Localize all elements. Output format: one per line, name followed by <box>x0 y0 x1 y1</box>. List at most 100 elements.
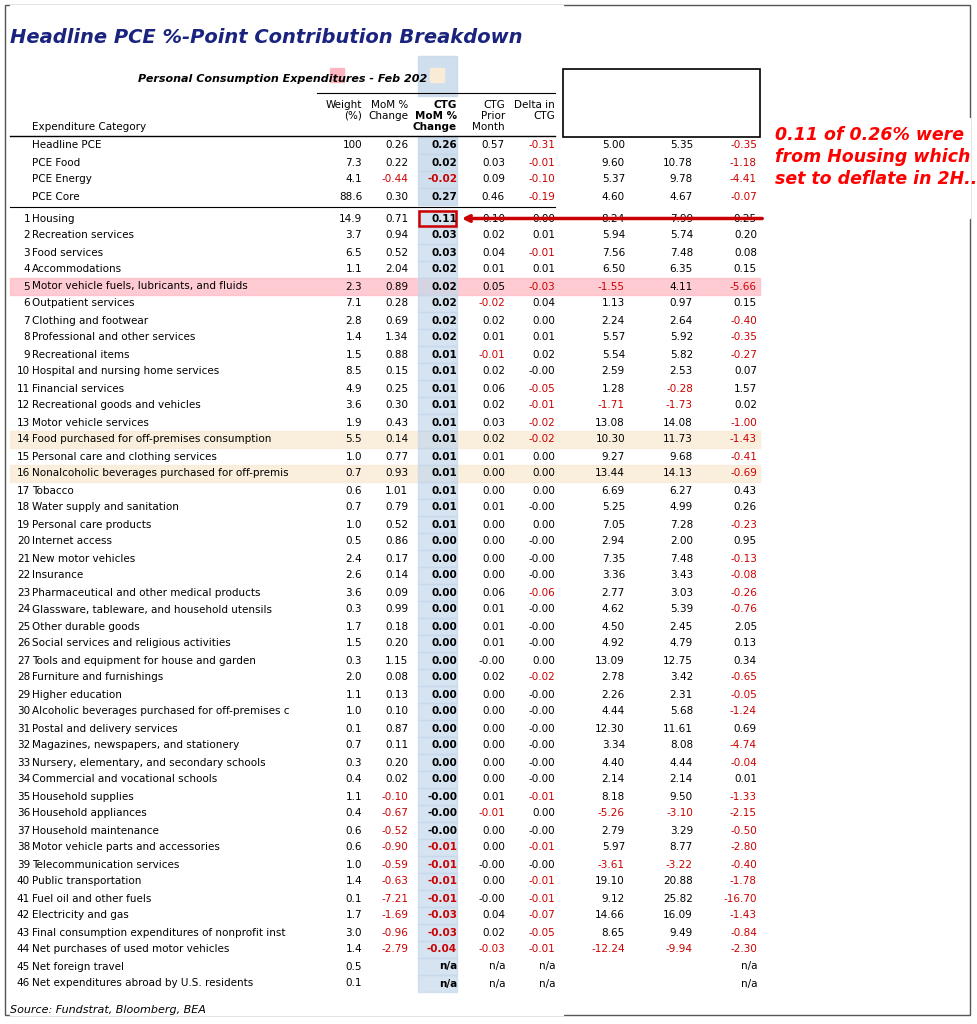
Text: 0.03: 0.03 <box>482 158 505 168</box>
Text: 5.97: 5.97 <box>602 843 625 853</box>
Bar <box>418 362 457 380</box>
Text: 0.00: 0.00 <box>431 588 457 597</box>
Text: 1.0: 1.0 <box>346 707 362 717</box>
Text: Housing: Housing <box>32 213 74 223</box>
Text: 0.00: 0.00 <box>532 485 555 496</box>
Text: -0.00: -0.00 <box>529 774 555 784</box>
Bar <box>418 720 457 737</box>
Text: 100: 100 <box>342 140 362 151</box>
Text: 3.42: 3.42 <box>670 673 693 683</box>
Text: 0.02: 0.02 <box>482 434 505 444</box>
Text: 0.86: 0.86 <box>385 537 408 547</box>
Text: 0.04: 0.04 <box>482 910 505 921</box>
Text: 2.8: 2.8 <box>346 315 362 326</box>
Text: Professional and other services: Professional and other services <box>32 333 195 342</box>
Text: -0.00: -0.00 <box>479 859 505 869</box>
Text: -3.10: -3.10 <box>666 809 693 818</box>
Text: 8.24: 8.24 <box>602 213 625 223</box>
Text: 0.02: 0.02 <box>532 349 555 359</box>
Text: 9.78: 9.78 <box>670 174 693 184</box>
Text: 0.43: 0.43 <box>385 418 408 427</box>
Text: 0.26: 0.26 <box>385 140 408 151</box>
Text: Month: Month <box>472 122 505 132</box>
Text: 4.44: 4.44 <box>670 758 693 768</box>
Text: -7.21: -7.21 <box>381 894 408 903</box>
Text: Glassware, tableware, and household utensils: Glassware, tableware, and household uten… <box>32 604 272 614</box>
Text: 2.79: 2.79 <box>602 825 625 836</box>
Text: 0.15: 0.15 <box>734 264 757 274</box>
Text: 0.00: 0.00 <box>431 724 457 733</box>
Text: 42: 42 <box>17 910 30 921</box>
Bar <box>418 534 457 550</box>
Text: 0.1: 0.1 <box>346 894 362 903</box>
Text: n/a: n/a <box>741 962 757 972</box>
Text: 5.25: 5.25 <box>602 503 625 512</box>
Text: 0.00: 0.00 <box>431 622 457 632</box>
Text: 41: 41 <box>17 894 30 903</box>
Text: 22: 22 <box>17 570 30 581</box>
Text: 0.11 of 0.26% were
from Housing which is
set to deflate in 2H...: 0.11 of 0.26% were from Housing which is… <box>775 126 977 188</box>
Text: -0.01: -0.01 <box>427 894 457 903</box>
Text: 8.77: 8.77 <box>670 843 693 853</box>
Text: 39: 39 <box>17 859 30 869</box>
Text: 3.6: 3.6 <box>346 588 362 597</box>
Text: Telecommunication services: Telecommunication services <box>32 859 180 869</box>
Text: -12.24: -12.24 <box>591 944 625 954</box>
Text: 0.3: 0.3 <box>346 758 362 768</box>
Text: 9.60: 9.60 <box>602 158 625 168</box>
Text: -0.03: -0.03 <box>529 282 555 292</box>
Text: 0.1: 0.1 <box>346 724 362 733</box>
Text: 0.00: 0.00 <box>431 774 457 784</box>
Text: Recreational goods and vehicles: Recreational goods and vehicles <box>32 400 200 411</box>
Text: 5.92: 5.92 <box>670 333 693 342</box>
Text: 0.88: 0.88 <box>385 349 408 359</box>
Text: -2.79: -2.79 <box>381 944 408 954</box>
Text: -0.40: -0.40 <box>730 315 757 326</box>
Text: Tools and equipment for house and garden: Tools and equipment for house and garden <box>32 655 256 666</box>
Bar <box>418 465 457 482</box>
Text: 6.50: 6.50 <box>602 264 625 274</box>
Text: -2.80: -2.80 <box>730 843 757 853</box>
Text: 0.00: 0.00 <box>431 604 457 614</box>
Bar <box>418 227 457 244</box>
Bar <box>418 244 457 261</box>
Text: 7.48: 7.48 <box>670 248 693 257</box>
Text: -0.03: -0.03 <box>427 928 457 938</box>
Text: 0.00: 0.00 <box>532 469 555 478</box>
Text: 1.34: 1.34 <box>385 333 408 342</box>
Text: -0.01: -0.01 <box>427 877 457 887</box>
Text: 2: 2 <box>23 230 30 241</box>
Text: n/a: n/a <box>439 962 457 972</box>
Bar <box>418 567 457 584</box>
Text: 2.26: 2.26 <box>602 689 625 699</box>
Text: 5: 5 <box>23 282 30 292</box>
Text: Nonalcoholic beverages purchased for off-premis: Nonalcoholic beverages purchased for off… <box>32 469 288 478</box>
Text: -0.03: -0.03 <box>427 910 457 921</box>
Text: Motor vehicle parts and accessories: Motor vehicle parts and accessories <box>32 843 220 853</box>
Bar <box>418 295 457 312</box>
Text: 0.77: 0.77 <box>385 452 408 462</box>
Text: Social services and religious activities: Social services and religious activities <box>32 639 231 648</box>
Text: -0.01: -0.01 <box>529 400 555 411</box>
Text: 1: 1 <box>23 213 30 223</box>
Text: 9.27: 9.27 <box>602 452 625 462</box>
Text: 88.6: 88.6 <box>339 191 362 202</box>
Text: -0.00: -0.00 <box>529 689 555 699</box>
Text: 37: 37 <box>17 825 30 836</box>
Text: -0.00: -0.00 <box>427 809 457 818</box>
Text: 20: 20 <box>17 537 30 547</box>
Text: -0.04: -0.04 <box>730 758 757 768</box>
Bar <box>418 56 457 96</box>
Text: n/a: n/a <box>538 979 555 988</box>
Text: 1.5: 1.5 <box>346 639 362 648</box>
Text: Hospital and nursing home services: Hospital and nursing home services <box>32 367 219 377</box>
Text: 24: 24 <box>17 604 30 614</box>
Text: Prior: Prior <box>481 111 505 121</box>
Text: (%): (%) <box>344 111 362 121</box>
Text: 0.00: 0.00 <box>431 673 457 683</box>
Text: 3.36: 3.36 <box>602 570 625 581</box>
Text: 34: 34 <box>17 774 30 784</box>
Text: 5.54: 5.54 <box>602 349 625 359</box>
Text: -0.01: -0.01 <box>427 859 457 869</box>
Text: 8.65: 8.65 <box>602 928 625 938</box>
